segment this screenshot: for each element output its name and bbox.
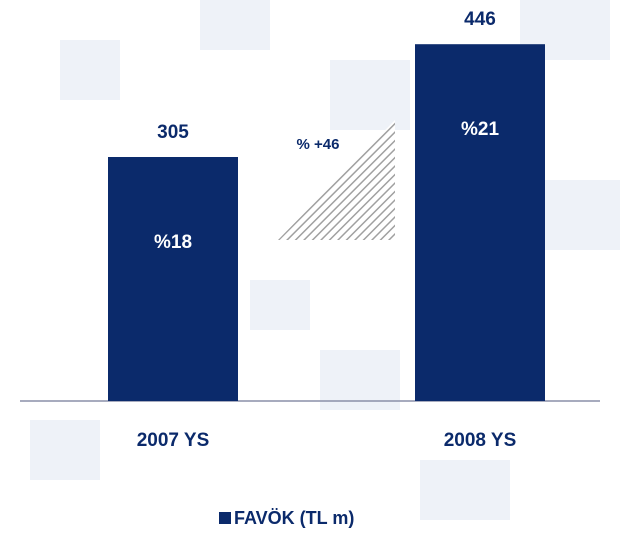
bar bbox=[108, 157, 238, 401]
legend-label: FAVÖK (TL m) bbox=[234, 508, 354, 528]
inner-label: %21 bbox=[461, 119, 499, 140]
x-tick-label: 2008 YS bbox=[444, 430, 517, 451]
annotation: % +46 bbox=[297, 136, 340, 153]
x-tick-label: 2007 YS bbox=[137, 430, 210, 451]
data-label: 446 bbox=[464, 9, 496, 30]
data-label: 305 bbox=[157, 122, 189, 143]
background-pattern bbox=[30, 0, 620, 520]
legend-swatch bbox=[219, 512, 231, 524]
bar bbox=[415, 44, 545, 401]
inner-label: %18 bbox=[154, 232, 192, 253]
growth-indicator bbox=[278, 120, 395, 240]
